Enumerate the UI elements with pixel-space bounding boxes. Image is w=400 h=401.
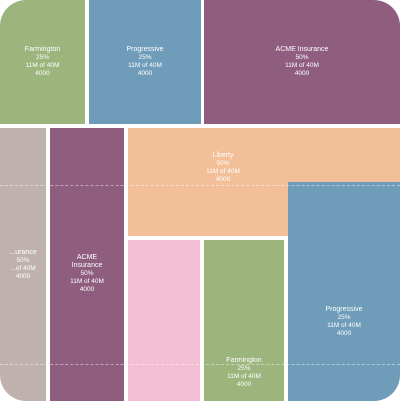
tile-count: 4000: [336, 329, 352, 337]
tile-count: 4000: [236, 381, 252, 388]
tile-amount: 11M of 40M: [128, 62, 162, 69]
tile-liberty[interactable]: Liberty 50% 11M of 40M 4000: [128, 128, 400, 183]
tile-percent: 25%: [138, 54, 152, 61]
tile-progressive-bottom[interactable]: Progressive 25% 11M of 40M 4000: [288, 182, 400, 401]
tile-percent: 50%: [295, 54, 309, 61]
tile-name: Farmington: [226, 357, 262, 364]
tile-name: ACME: [76, 253, 98, 261]
tile-count: 4000: [294, 70, 310, 77]
tile-acme-insurance-mid[interactable]: ACME Insurance 50% 11M of 40M 4000: [50, 128, 124, 401]
tile-name: Farmington: [24, 46, 61, 53]
tile-name: Progressive: [325, 305, 363, 313]
tile-liberty-extension: [128, 182, 318, 236]
tile-acme-insurance-top[interactable]: ACME Insurance 50% 11M of 40M 4000: [204, 0, 400, 124]
tile-name-line2: Insurance: [71, 261, 103, 269]
tile-name: ACME Insurance: [275, 46, 329, 53]
tile-percent: 50%: [216, 160, 230, 167]
tile-amount: 11M of 40M: [327, 321, 361, 329]
tile-percent: 50%: [16, 256, 30, 264]
tile-amount: 11M of 40M: [227, 373, 261, 380]
tile-name: ...urance: [9, 248, 37, 256]
tile-amount: 11M of 40M: [285, 62, 319, 69]
tile-percent: 25%: [237, 365, 251, 372]
tile-amount: 11M of 40M: [206, 168, 240, 175]
tile-percent: 25%: [337, 313, 351, 321]
tile-name: Liberty: [212, 152, 234, 159]
tile-pink[interactable]: [128, 240, 200, 401]
tile-amount: 11M of 40M: [70, 277, 104, 285]
tile-farmington-bottom[interactable]: Farmington 25% 11M of 40M 4000: [204, 240, 284, 401]
tile-count: 4000: [215, 176, 231, 183]
tile-count: 4000: [15, 272, 31, 280]
tile-percent: 50%: [80, 269, 94, 277]
tile-amount: ...of 40M: [10, 264, 36, 272]
tile-amount: 11M of 40M: [25, 62, 60, 69]
tile-progressive-top[interactable]: Progressive 25% 11M of 40M 4000: [89, 0, 201, 124]
tile-percent: 25%: [35, 54, 49, 61]
tile-name: Progressive: [126, 46, 164, 53]
tile-farmington-top[interactable]: Farmington 25% 11M of 40M 4000: [0, 0, 85, 124]
tile-taupe-left[interactable]: ...urance 50% ...of 40M 4000: [0, 128, 46, 401]
tile-count: 4000: [35, 70, 50, 77]
tile-count: 4000: [79, 285, 95, 293]
tile-count: 4000: [137, 70, 153, 77]
